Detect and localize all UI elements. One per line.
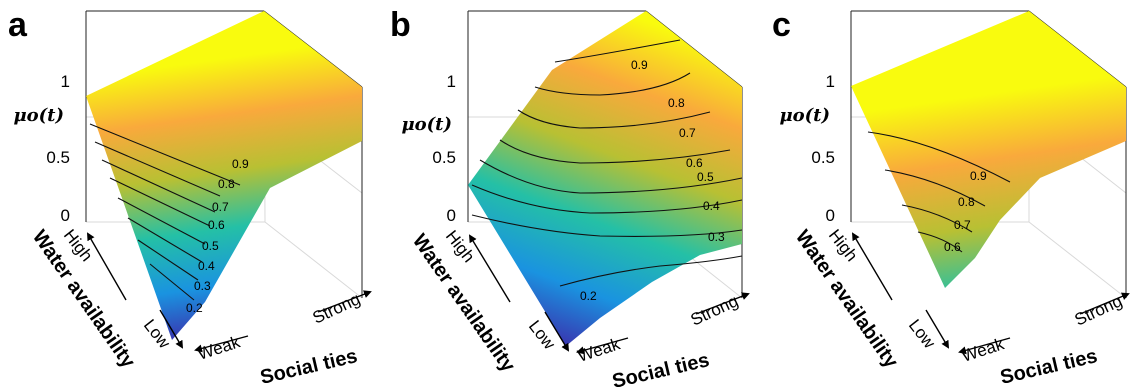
contour-label: 0.7 bbox=[212, 200, 229, 214]
z-tick: 1 bbox=[61, 72, 70, 91]
z-tick: 0 bbox=[826, 206, 835, 225]
y-axis-title-c: Social ties bbox=[998, 345, 1099, 389]
contour-labels-a: 0.9 0.8 0.7 0.6 0.5 0.4 0.3 0.2 bbox=[186, 157, 249, 315]
contour-label: 0.8 bbox=[958, 195, 975, 209]
contour-label: 0.6 bbox=[208, 218, 225, 232]
contour-label: 0.2 bbox=[580, 289, 597, 303]
y-axis-arrow-left bbox=[958, 337, 1011, 355]
contour-label: 0.6 bbox=[944, 240, 961, 254]
contour-label: 0.7 bbox=[679, 126, 696, 140]
svg-text:Social ties: Social ties bbox=[998, 345, 1099, 389]
y-strong-label: Strong bbox=[310, 289, 363, 327]
y-axis-arrow-left bbox=[194, 335, 249, 353]
surface-plot-a bbox=[86, 11, 362, 340]
y-axis-arrow-right bbox=[1079, 292, 1130, 315]
contour-label: 0.5 bbox=[697, 170, 714, 184]
z-axis-label: μo(t) bbox=[13, 105, 64, 126]
contour-label: 0.8 bbox=[668, 96, 685, 110]
contour-label: 0.6 bbox=[686, 156, 703, 170]
contour-label: 0.3 bbox=[194, 279, 211, 293]
surface-plot-b bbox=[468, 11, 742, 346]
contour-label: 0.9 bbox=[970, 169, 987, 183]
svg-text:Social ties: Social ties bbox=[258, 345, 359, 389]
contour-label: 0.7 bbox=[954, 218, 971, 232]
contour-lines-a bbox=[89, 123, 241, 301]
z-tick: 0.5 bbox=[46, 148, 70, 167]
contour-labels-c: 0.9 0.8 0.7 0.6 bbox=[944, 169, 987, 254]
contour-label: 0.3 bbox=[708, 230, 725, 244]
contour-label: 0.8 bbox=[218, 177, 235, 191]
contour-label: 0.4 bbox=[198, 259, 215, 273]
contour-label: 0.9 bbox=[631, 58, 648, 72]
contour-lines-b bbox=[471, 39, 743, 287]
x-low-label: Low bbox=[905, 316, 940, 353]
panel-letter-c: c bbox=[772, 6, 791, 44]
y-axis-title-a: Social ties bbox=[258, 345, 359, 389]
y-axis-arrow-left bbox=[576, 337, 629, 355]
z-tick: 0 bbox=[447, 206, 456, 225]
contour-labels-b: 0.9 0.8 0.7 0.6 0.5 0.4 0.3 0.2 bbox=[580, 58, 725, 303]
x-axis-arrow-down bbox=[159, 309, 184, 349]
z-axis-label: μo(t) bbox=[401, 114, 452, 135]
panel-letter-a: a bbox=[8, 6, 28, 44]
y-strong-label: Strong bbox=[1072, 291, 1125, 329]
contour-label: 0.2 bbox=[186, 301, 203, 315]
panel-c: c 0.9 0.8 0.7 0.6 1 0.5 0 μo(t) Water av… bbox=[772, 6, 1130, 389]
x-axis-arrow-up bbox=[468, 234, 511, 303]
z-tick: 1 bbox=[447, 72, 456, 91]
surface-plot-c bbox=[851, 11, 1126, 288]
y-strong-label: Strong bbox=[688, 291, 741, 329]
x-axis-arrow-up bbox=[851, 232, 893, 301]
y-axis-title-b: Social ties bbox=[610, 349, 711, 389]
contour-label: 0.4 bbox=[703, 199, 720, 213]
z-tick: 0 bbox=[61, 206, 70, 225]
panel-letter-b: b bbox=[390, 6, 411, 44]
contour-lines-c bbox=[867, 131, 1011, 253]
z-axis-label: μo(t) bbox=[779, 105, 830, 126]
contour-label: 0.5 bbox=[202, 239, 219, 253]
panel-b: b 0.9 0.8 0.7 0.6 0.5 0.4 0.3 0.2 1 bbox=[390, 6, 750, 389]
y-axis-arrow-right bbox=[317, 290, 372, 313]
z-tick: 1 bbox=[826, 72, 835, 91]
z-tick: 0.5 bbox=[432, 148, 456, 167]
svg-text:Social ties: Social ties bbox=[610, 349, 711, 389]
contour-label: 0.9 bbox=[232, 157, 249, 171]
y-axis-arrow-right bbox=[695, 292, 750, 315]
z-tick: 0.5 bbox=[811, 148, 835, 167]
x-axis-arrow-up bbox=[87, 232, 127, 301]
panel-a: a 0.9 0.8 0.7 0.6 0.5 0.4 0.3 bbox=[8, 6, 372, 389]
x-axis-arrow-down bbox=[544, 311, 570, 352]
x-axis-arrow-down bbox=[925, 309, 950, 349]
